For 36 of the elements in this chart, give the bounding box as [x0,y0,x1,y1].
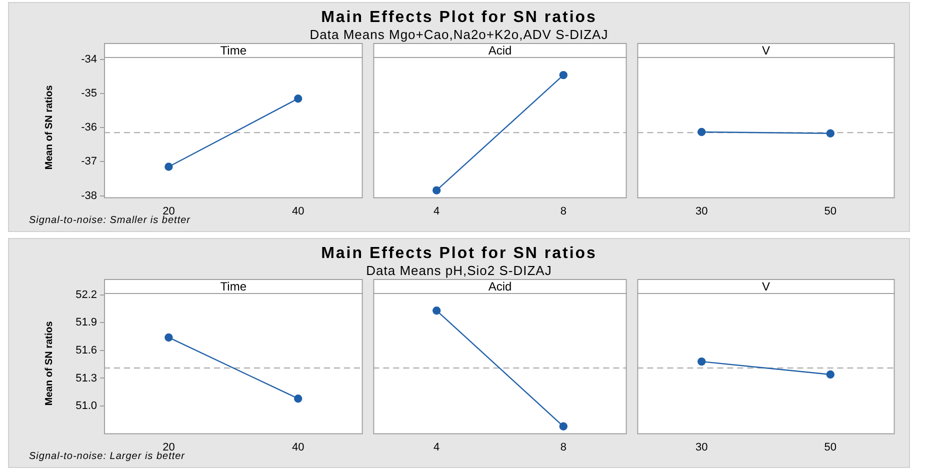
text: Main Effects Plot for SN ratios [320,245,598,263]
y-tick-label: -36 [81,122,97,134]
y-tick-label: 51.9 [76,316,97,329]
chart-title: V [762,43,770,58]
text: Data Means Mgo+Cao,Na2o+K2o,ADV S-DIZAJ [308,27,610,42]
x-tick-label: 30 [695,205,708,218]
x-tick-label: 30 [695,441,708,454]
y-tick-label: 51.6 [76,344,97,356]
y-axis-title: Mean of SN ratios [44,84,55,170]
y-tick-label: 51.0 [76,400,97,412]
chart-title: Acid [488,279,512,294]
text: Signal-to-noise: Larger is better [29,451,186,462]
x-tick-label: 50 [824,441,837,454]
x-tick-label: 40 [292,441,304,454]
y-tick-label: -35 [81,88,97,100]
x-tick-label: 8 [560,205,566,218]
x-tick-label: 50 [824,205,837,218]
x-tick-label: 8 [560,441,566,454]
chart-title: V [762,279,770,294]
x-tick-label: 20 [162,205,175,218]
text: Signal-to-noise: Smaller is better [29,215,191,226]
y-tick-label: -34 [81,53,97,66]
y-tick-label: -37 [81,156,97,168]
x-tick-label: 4 [434,441,440,454]
text: Main Effects Plot for SN ratios [320,9,598,27]
chart-title: Time [220,279,247,294]
x-tick-label: 40 [292,205,304,218]
y-tick-label: 51.3 [76,372,97,384]
y-tick-label: -38 [81,190,97,202]
x-tick-label: 20 [162,441,175,454]
chart-title: Acid [488,43,512,58]
x-tick-label: 4 [434,205,440,218]
y-tick-label: 52.2 [76,288,97,301]
chart-title: Time [220,43,247,58]
text: Data Means pH,Sio2 S-DIZAJ [365,263,553,278]
y-axis-title: Mean of SN ratios [44,320,55,406]
